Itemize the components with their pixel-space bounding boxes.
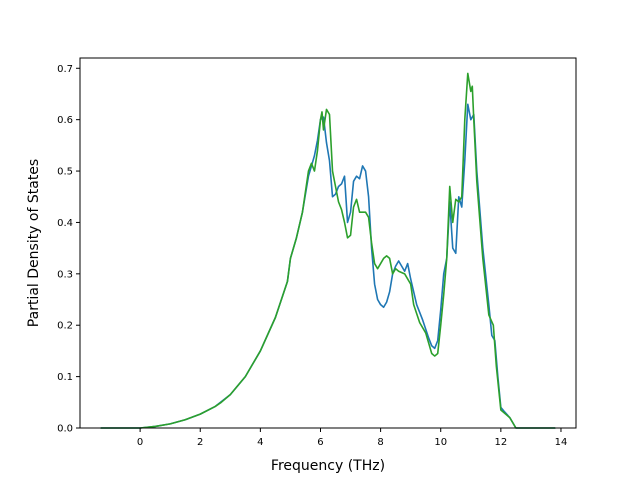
y-tick-label: 0.6 — [57, 115, 73, 126]
y-tick-label: 0.0 — [57, 424, 73, 435]
y-axis: 0.0 0.1 0.2 0.3 0.4 0.5 0.6 0.7 — [57, 64, 80, 435]
y-tick-label: 0.7 — [57, 64, 73, 75]
y-tick-label: 0.5 — [57, 167, 73, 178]
plot-area — [100, 72, 556, 429]
series-line-1 — [100, 103, 556, 429]
y-axis-label: Partial Density of States — [26, 159, 42, 327]
x-tick-label: 14 — [555, 437, 568, 448]
y-tick-label: 0.1 — [57, 372, 73, 383]
x-tick-label: 2 — [197, 437, 203, 448]
x-tick-label: 0 — [137, 437, 143, 448]
x-tick-label: 6 — [317, 437, 323, 448]
x-axis: 0 2 4 6 8 10 12 14 — [137, 428, 567, 448]
x-tick-label: 10 — [434, 437, 447, 448]
y-tick-label: 0.2 — [57, 321, 73, 332]
x-tick-label: 8 — [377, 437, 383, 448]
y-tick-label: 0.4 — [57, 218, 73, 229]
x-tick-label: 12 — [494, 437, 507, 448]
x-axis-label: Frequency (THz) — [271, 458, 385, 474]
x-tick-label: 4 — [257, 437, 263, 448]
y-tick-label: 0.3 — [57, 269, 73, 280]
axes-frame — [79, 57, 577, 429]
series-line-2 — [100, 72, 556, 429]
